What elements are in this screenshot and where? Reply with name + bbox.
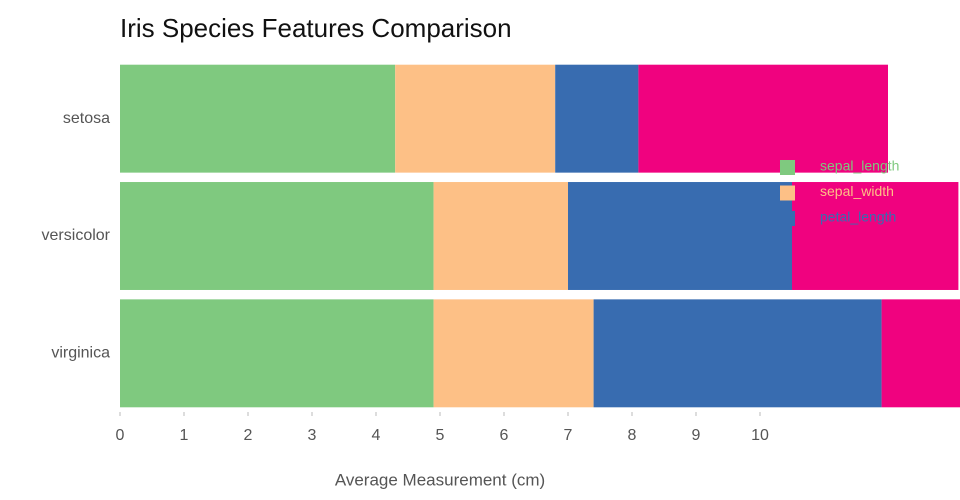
legend-swatch <box>780 185 795 201</box>
bar-segment <box>433 182 568 290</box>
x-tick-label: 5 <box>436 427 445 444</box>
x-tick-label: 10 <box>751 427 769 444</box>
y-tick-label: versicolor <box>42 227 111 244</box>
bar-segment <box>433 299 594 408</box>
bar-segment <box>120 182 434 290</box>
bar-segment <box>568 182 792 290</box>
x-tick-label: 2 <box>244 427 253 444</box>
chart-title: Iris Species Features Comparison <box>120 13 512 43</box>
x-tick-label: 8 <box>628 427 637 444</box>
legend-label: sepal_length <box>820 158 899 174</box>
x-tick-label: 6 <box>500 427 509 444</box>
plot-area <box>120 64 960 408</box>
legend-label: sepal_width <box>820 183 894 199</box>
bar-segment <box>120 64 396 173</box>
legend-swatch <box>780 211 795 226</box>
bar-segment <box>881 299 960 408</box>
legend-swatch <box>780 160 795 175</box>
bar-segment <box>555 64 639 173</box>
bar-segment <box>792 182 959 290</box>
bar-segment <box>120 299 434 408</box>
x-tick-label: 1 <box>180 427 189 444</box>
y-tick-label: setosa <box>63 110 110 127</box>
x-tick-label: 0 <box>116 427 125 444</box>
x-tick-label: 4 <box>372 427 381 444</box>
x-tick-label: 3 <box>308 427 317 444</box>
bar-segment <box>638 64 888 173</box>
bar-segment <box>593 299 882 408</box>
y-tick-label: virginica <box>51 345 110 362</box>
x-axis-label: Average Measurement (cm) <box>335 470 545 489</box>
bar-segment <box>395 64 556 173</box>
x-tick-label: 9 <box>692 427 701 444</box>
x-tick-label: 7 <box>564 427 573 444</box>
legend-label: petal_length <box>820 209 896 225</box>
